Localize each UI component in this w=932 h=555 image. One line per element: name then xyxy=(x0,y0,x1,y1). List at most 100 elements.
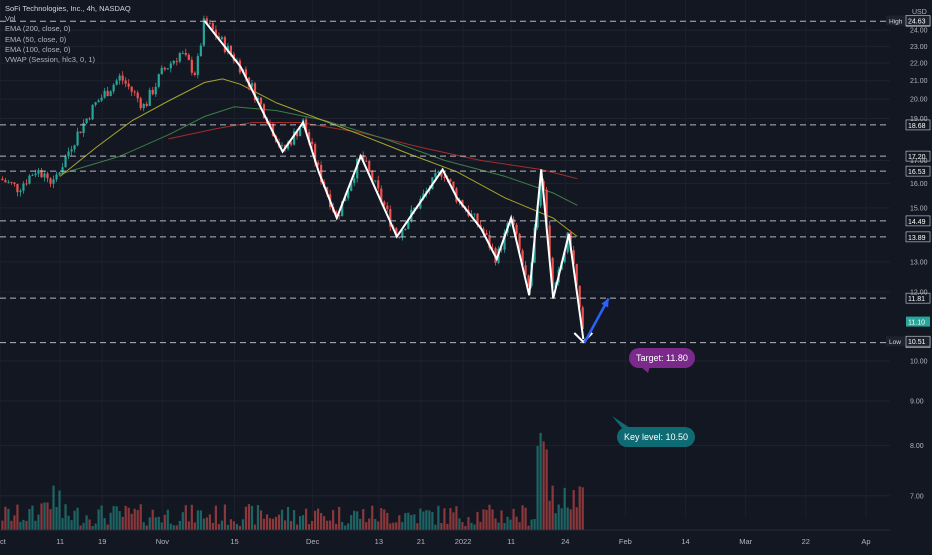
target-arrow-head xyxy=(601,298,609,308)
candle-body xyxy=(380,188,383,202)
volume-bar xyxy=(452,512,455,530)
candle-body xyxy=(503,232,506,250)
level-badge xyxy=(905,215,931,227)
volume-bar xyxy=(392,522,395,530)
price-tick-label: 19.00 xyxy=(910,116,928,123)
price-tick-label: 8.00 xyxy=(910,443,924,450)
volume-bar xyxy=(193,522,196,530)
volume-bar xyxy=(103,518,106,530)
pattern-drawing[interactable] xyxy=(203,20,651,428)
candle-body xyxy=(452,181,455,189)
candle-body xyxy=(289,142,293,145)
volume-bar xyxy=(16,504,19,530)
volume-bar xyxy=(118,511,121,530)
volume-bar xyxy=(217,524,220,530)
candle-body xyxy=(211,23,214,30)
target-arrow-shaft xyxy=(583,297,610,344)
legend-vol[interactable]: Vol xyxy=(5,14,16,24)
volume-bar xyxy=(356,511,359,530)
candle-body xyxy=(250,83,254,87)
candle-body xyxy=(407,220,410,230)
time-tick-label: 21 xyxy=(417,537,425,546)
volume-bar xyxy=(172,525,175,530)
candle-body xyxy=(521,250,524,266)
time-tick-label: Mar xyxy=(739,537,752,546)
volume-bar xyxy=(85,515,88,530)
volume-bar xyxy=(425,510,428,530)
volume-bar xyxy=(187,521,190,530)
candle-body xyxy=(491,247,494,249)
volume-bar xyxy=(401,522,404,530)
candle-body xyxy=(187,54,190,60)
candle-body xyxy=(82,123,85,133)
volume-bar xyxy=(347,523,350,530)
price-tick-label: 24.00 xyxy=(910,28,928,35)
candle-body xyxy=(112,84,115,92)
volume-bar xyxy=(422,511,425,530)
volume-bar xyxy=(581,487,584,530)
grid-lines xyxy=(0,29,890,497)
volume-bar xyxy=(223,504,227,530)
candle-body xyxy=(13,182,16,185)
volume-bar xyxy=(67,515,70,530)
symbol-title[interactable]: SoFi Technologies, Inc., 4h, NASDAQ xyxy=(5,4,131,13)
volume-bar xyxy=(307,524,311,530)
price-tick-label: 13.00 xyxy=(910,259,928,266)
volume-bar xyxy=(386,512,389,530)
volume-bar xyxy=(428,510,431,530)
volume-bar xyxy=(446,523,449,530)
volume-bar xyxy=(518,522,521,530)
candle-body xyxy=(208,23,211,24)
volume-bar xyxy=(151,509,154,530)
low-marker-label: Low xyxy=(889,339,901,346)
volume-bar xyxy=(491,509,494,530)
volume-bar xyxy=(244,506,248,530)
candle-body xyxy=(347,190,350,198)
candle-body xyxy=(563,252,566,263)
price-tick-label: 10.00 xyxy=(910,359,928,366)
time-tick-label: 2022 xyxy=(455,537,472,546)
candle-body xyxy=(545,189,548,226)
legend-vwap[interactable]: VWAP (Session, hlc3, 0, 1) xyxy=(5,55,96,65)
volume-bar xyxy=(280,509,284,530)
volume-bar xyxy=(380,508,383,530)
price-tick-label: 7.00 xyxy=(910,493,924,500)
volume-bar xyxy=(578,486,581,530)
legend-ema-50[interactable]: EMA (50, close, 0) xyxy=(5,34,67,44)
volume-bar xyxy=(374,519,377,530)
candle-body xyxy=(253,83,257,101)
candle-body xyxy=(22,183,25,191)
candle-body xyxy=(163,67,166,70)
candle-body xyxy=(404,229,407,231)
currency-label: USD xyxy=(912,9,927,16)
volume-bar xyxy=(175,525,178,530)
volume-bar xyxy=(515,516,518,530)
volume-bar xyxy=(124,505,127,530)
target-callout[interactable]: Target: 11.80 xyxy=(629,348,695,368)
volume-bar xyxy=(338,506,341,530)
candle-body xyxy=(4,180,7,183)
key-level-callout[interactable]: Key level: 10.50 xyxy=(617,427,696,447)
candle-body xyxy=(311,141,314,145)
time-tick-label: Oct xyxy=(0,537,7,546)
candle-body xyxy=(488,234,491,248)
legend-ema-200[interactable]: EMA (200, close, 0) xyxy=(5,24,71,34)
volume-bar xyxy=(560,508,563,530)
volume-bar xyxy=(208,514,211,530)
legend-ema-100[interactable]: EMA (100, close, 0) xyxy=(5,44,71,54)
volume-bar xyxy=(31,505,34,530)
candle-body xyxy=(434,173,437,178)
candle-body xyxy=(1,178,4,181)
volume-bar xyxy=(40,503,43,530)
volume-bar xyxy=(353,510,356,530)
key-level-callout-pointer xyxy=(612,416,630,428)
volume-bar xyxy=(49,509,52,530)
candle-body xyxy=(121,75,124,81)
volume-bar xyxy=(506,516,509,530)
candle-body xyxy=(148,89,151,106)
candle-body xyxy=(524,265,527,276)
volume-bar xyxy=(82,522,85,530)
volume-bar xyxy=(404,513,407,530)
